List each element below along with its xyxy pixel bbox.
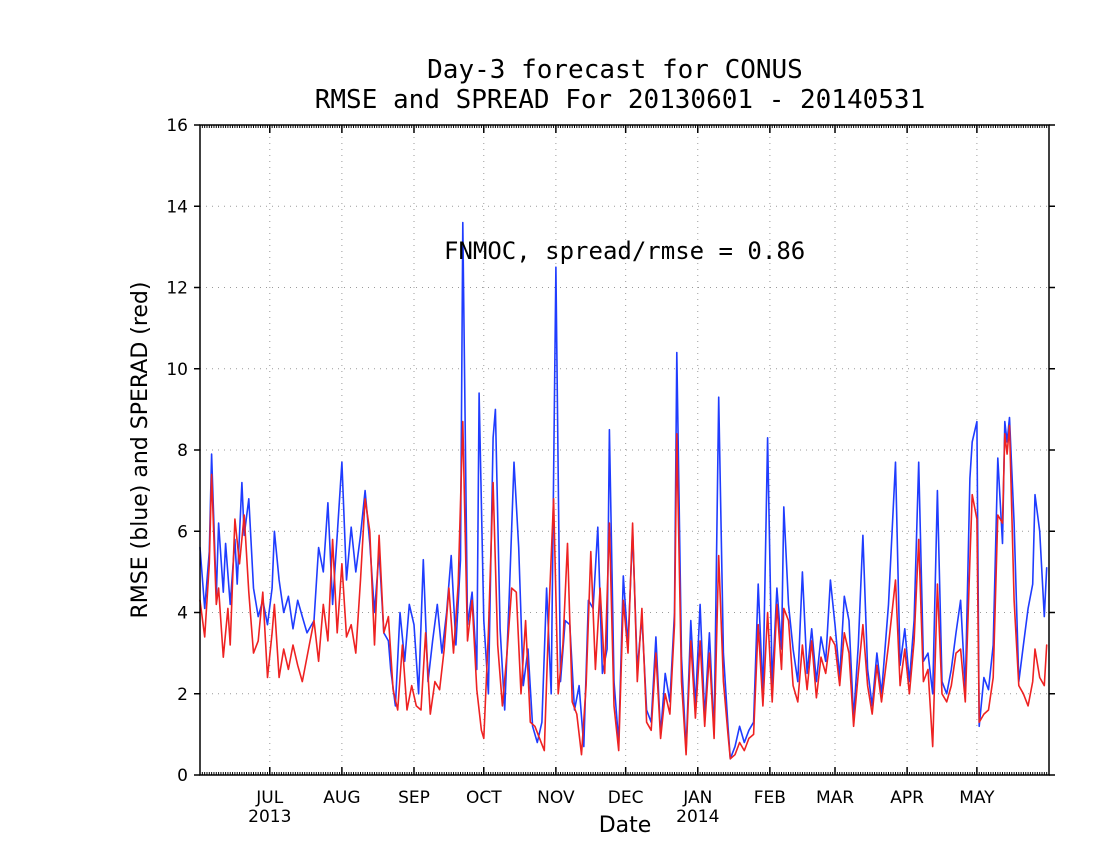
spread-rmse-annotation: FNMOC, spread/rmse = 0.86 — [444, 237, 805, 265]
y-tick-labels: 0 2 4 6 8 10 12 14 16 — [166, 116, 188, 786]
y-tick-label: 6 — [177, 522, 188, 542]
gridlines — [200, 125, 1049, 775]
y-tick-label: 8 — [177, 441, 188, 461]
y-tick-label: 14 — [166, 197, 188, 217]
plot-frame — [199, 124, 1050, 776]
spread-series-line — [199, 420, 1048, 760]
x-axis-label: Date — [599, 813, 652, 838]
x-tick-label: NOV — [537, 788, 575, 808]
y-tick-label: 4 — [177, 604, 188, 624]
x-tick-label: JUL — [255, 788, 283, 808]
x-tick-label: OCT — [466, 788, 502, 808]
x-tick-label: AUG — [323, 788, 360, 808]
series-lines — [199, 221, 1048, 760]
x-tick-label: DEC — [608, 788, 644, 808]
y-axis-label: RMSE (blue) and SPERAD (red) — [128, 282, 153, 619]
rmse-series-line — [199, 221, 1048, 760]
y-tick-label: 10 — [166, 360, 188, 380]
y-tick-label: 12 — [166, 279, 188, 299]
x-tick-year-label: 2014 — [676, 807, 719, 827]
x-tick-label: MAR — [816, 788, 854, 808]
x-tick-label: JAN — [682, 788, 712, 808]
y-tick-label: 2 — [177, 685, 188, 705]
chart-title: Day-3 forecast for CONUS — [427, 55, 803, 85]
x-tick-label: APR — [890, 788, 924, 808]
y-tick-label: 0 — [177, 766, 188, 786]
x-tick-label: MAY — [959, 788, 995, 808]
x-tick-year-label: 2013 — [248, 807, 291, 827]
x-tick-label: FEB — [754, 788, 786, 808]
y-tick-label: 16 — [166, 116, 188, 136]
x-tick-label: SEP — [398, 788, 430, 808]
tick-marks — [194, 124, 1055, 776]
chart-subtitle: RMSE and SPREAD For 20130601 - 20140531 — [315, 85, 925, 115]
